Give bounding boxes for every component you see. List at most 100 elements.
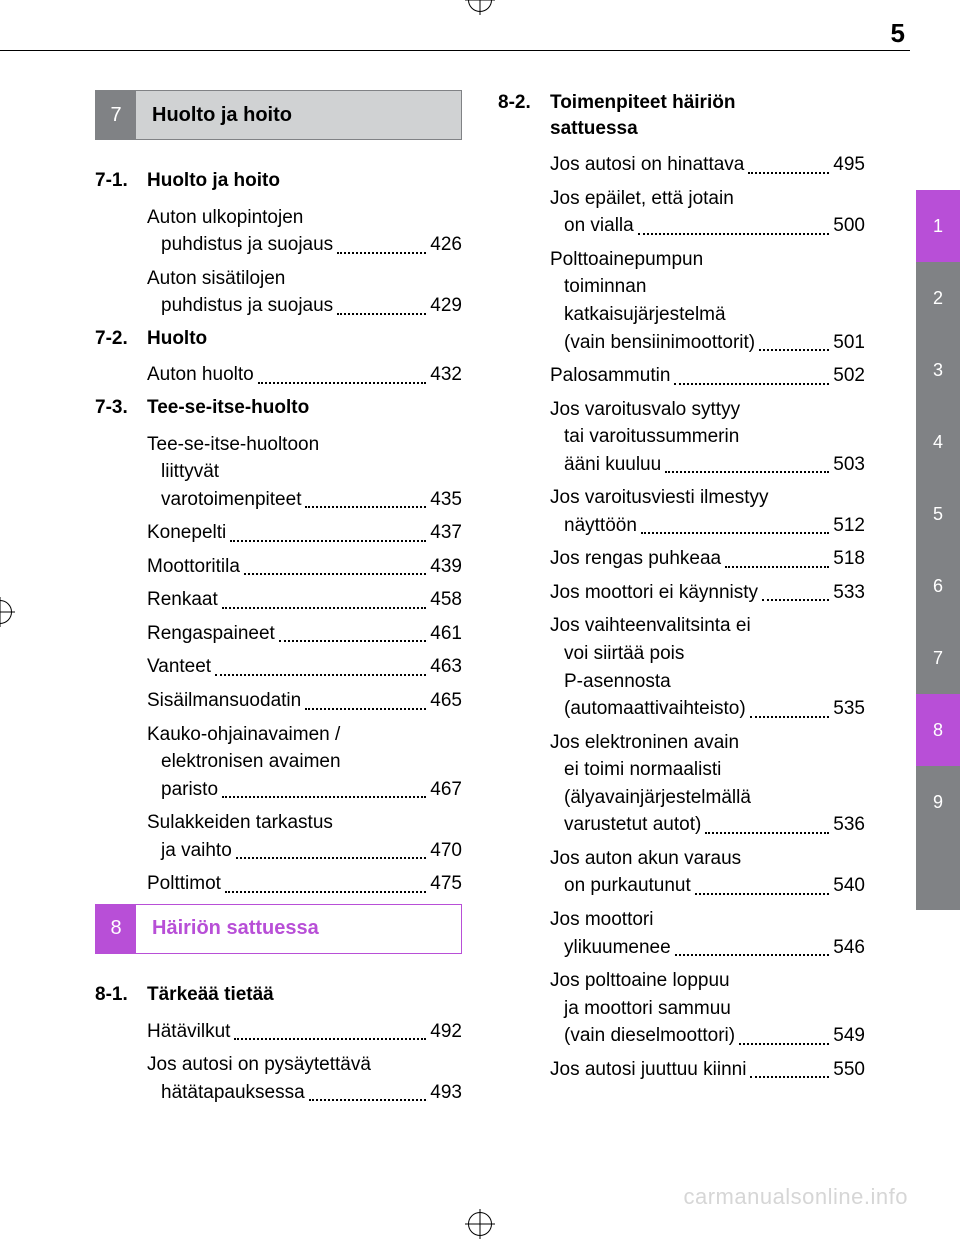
side-tab-3[interactable]: 3 [916,334,960,406]
crop-mark-top [468,0,492,12]
leader-dots [641,532,829,534]
entry-text: Tee-se-itse-huoltoon [147,431,319,459]
side-tab-6[interactable]: 6 [916,550,960,622]
entry-page: 540 [833,872,865,900]
leader-dots [705,832,829,834]
toc-entry[interactable]: Jos polttoaine loppuuja moottori sammuu(… [550,967,865,1050]
side-tab-7[interactable]: 7 [916,622,960,694]
entry-page: 439 [430,553,462,581]
leader-dots [215,674,426,676]
entry-page: 429 [430,292,462,320]
toc-entry[interactable]: Jos elektroninen avainei toimi normaalis… [550,729,865,839]
toc-entry[interactable]: Konepelti 437 [147,519,462,547]
toc-entry[interactable]: Auton huolto432 [147,361,462,389]
toc-entry[interactable]: Jos moottori ei käynnisty533 [550,579,865,607]
entry-text: toiminnan [550,273,646,301]
entry-text: (automaattivaihteisto) [550,695,746,723]
toc-entry[interactable]: Jos auton akun varauson purkautunut540 [550,845,865,900]
entry-page: 437 [430,519,462,547]
side-tab-4[interactable]: 4 [916,406,960,478]
entry-text: puhdistus ja suojaus [147,292,333,320]
toc-entry[interactable]: Auton sisätilojenpuhdistus ja suojaus429 [147,265,462,320]
entry-text: Auton ulkopintojen [147,204,303,232]
toc-entry[interactable]: Polttoainepumpuntoiminnankatkaisujärjest… [550,246,865,356]
toc-entry[interactable]: Jos epäilet, että jotainon vialla500 [550,185,865,240]
entry-text: ja moottori sammuu [550,995,731,1023]
entry-page: 535 [833,695,865,723]
side-tabs: 123456789 [916,190,960,910]
toc-entry[interactable]: Jos varoitusviesti ilmestyynäyttöön512 [550,484,865,539]
entry-page: 463 [430,653,462,681]
entry-text: Konepelti [147,519,226,547]
entry-text: liittyvät [147,458,219,486]
toc-entry[interactable]: Jos vaihteenvalitsinta eivoi siirtää poi… [550,612,865,722]
entry-text: Jos varoitusviesti ilmestyy [550,484,769,512]
toc-entry[interactable]: Moottoritila 439 [147,553,462,581]
entry-page: 493 [430,1079,462,1107]
side-tab-8[interactable]: 8 [916,694,960,766]
entry-page: 492 [430,1018,462,1046]
entry-text: Kauko-ohjainavaimen / [147,721,340,749]
entry-page: 550 [833,1056,865,1084]
entry-text: Sisäilmansuodatin [147,687,301,715]
entry-text: paristo [147,776,218,804]
toc-entry[interactable]: Hätävilkut492 [147,1018,462,1046]
leader-dots [305,506,426,508]
subsection-text: Huolto ja hoito [147,168,462,194]
side-tab-9[interactable]: 9 [916,766,960,838]
toc-entry[interactable]: Vanteet463 [147,653,462,681]
toc-entry[interactable]: Jos autosi on hinattava495 [550,151,865,179]
entry-text: ei toimi normaalisti [550,756,721,784]
side-tab-5[interactable]: 5 [916,478,960,550]
entry-text: Jos autosi juuttuu kiinni [550,1056,746,1084]
toc-entry[interactable]: Palosammutin502 [550,362,865,390]
entry-page: 475 [430,870,462,898]
subsection-number: 7-3. [95,395,147,421]
entry-text: ja vaihto [147,837,232,865]
entry-text: (älyavainjärjestelmällä [550,784,751,812]
subsection-title: 8-1.Tärkeää tietää [95,982,462,1008]
toc-entry[interactable]: Jos varoitusvalo syttyytai varoitussumme… [550,396,865,479]
leader-dots [675,954,830,956]
leader-dots [337,313,426,315]
toc-entry[interactable]: Sulakkeiden tarkastusja vaihto470 [147,809,462,864]
entry-page: 461 [430,620,462,648]
leader-dots [750,1076,829,1078]
entry-text: Moottoritila [147,553,240,581]
leader-dots [739,1043,829,1045]
toc-entry[interactable]: Jos autosi on pysäytettävähätätapauksess… [147,1051,462,1106]
section-number: 8 [96,905,136,953]
entry-text: Jos vaihteenvalitsinta ei [550,612,751,640]
toc-entry[interactable]: Tee-se-itse-huoltoonliittyvätvarotoimenp… [147,431,462,514]
entry-text: Jos polttoaine loppuu [550,967,730,995]
entry-text: varotoimenpiteet [147,486,301,514]
subsection-number: 7-2. [95,326,147,352]
column-right: 8-2.Toimenpiteet häiriönsattuessaJos aut… [498,90,865,1112]
entry-page: 495 [833,151,865,179]
toc-entry[interactable]: Sisäilmansuodatin465 [147,687,462,715]
toc-entry[interactable]: Jos moottoriylikuumenee546 [550,906,865,961]
entry-text: ylikuumenee [550,934,671,962]
toc-entry[interactable]: Renkaat458 [147,586,462,614]
section-header-8: 8Häiriön sattuessa [95,904,462,954]
entry-text: Jos moottori ei käynnisty [550,579,758,607]
leader-dots [762,599,829,601]
side-tab-blank[interactable] [916,838,960,910]
entry-page: 467 [430,776,462,804]
toc-entry[interactable]: Jos rengas puhkeaa518 [550,545,865,573]
toc-entry[interactable]: Jos autosi juuttuu kiinni 550 [550,1056,865,1084]
entry-text: Jos moottori [550,906,653,934]
leader-dots [234,1038,426,1040]
side-tab-1[interactable]: 1 [916,190,960,262]
toc-entry[interactable]: Auton ulkopintojenpuhdistus ja suojaus42… [147,204,462,259]
toc-entry[interactable]: Polttimot 475 [147,870,462,898]
entry-text: (vain dieselmoottori) [550,1022,735,1050]
entry-text: Jos epäilet, että jotain [550,185,734,213]
entry-text: Jos autosi on pysäytettävä [147,1051,371,1079]
entry-text: Polttimot [147,870,221,898]
leader-dots [309,1099,427,1101]
toc-entry[interactable]: Rengaspaineet461 [147,620,462,648]
toc-entry[interactable]: Kauko-ohjainavaimen /elektronisen avaime… [147,721,462,804]
side-tab-2[interactable]: 2 [916,262,960,334]
entry-text: ääni kuuluu [550,451,661,479]
